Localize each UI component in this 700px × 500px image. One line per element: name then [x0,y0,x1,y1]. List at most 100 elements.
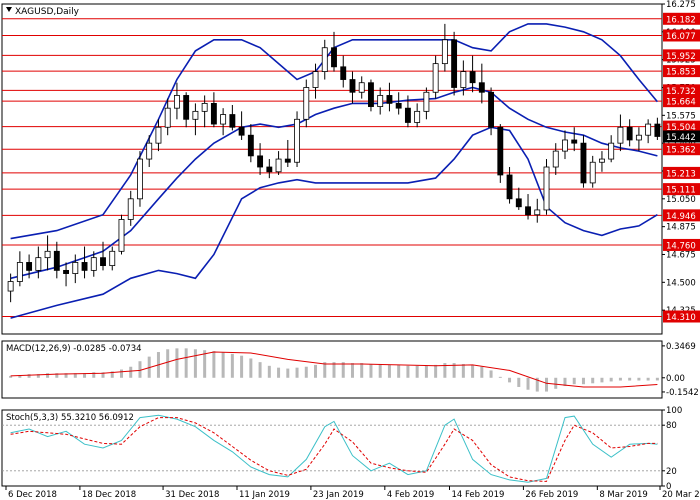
macd-histogram-bar [55,373,59,378]
macd-histogram-bar [591,377,595,384]
macd-histogram-bar [46,373,50,378]
x-tick-label: 23 Jan 2019 [313,490,364,500]
macd-histogram-bar [101,372,105,378]
macd-y-tick-label: 0.3469 [666,342,696,352]
macd-histogram-bar [443,363,447,378]
level-label-box [663,310,700,323]
macd-panel-frame [1,340,663,399]
macd-histogram-bar [563,377,567,387]
macd-y-tick-label: -0.1542 [666,388,699,398]
level-label-box [663,238,700,251]
x-tick-label: 31 Dec 2018 [165,490,219,500]
level-label: 15.664 [666,98,696,108]
level-label-box [663,95,700,108]
level-label-box [663,29,700,42]
macd-histogram-bar [240,355,244,378]
level-label: 14.310 [666,313,696,323]
macd-histogram-bar [286,368,290,378]
current-price-box [663,130,700,143]
macd-histogram-bar [166,349,170,378]
macd-histogram-bar [554,377,558,389]
candle-body [192,110,199,120]
level-label: 15.111 [666,186,696,196]
x-tick-label: 6 Dec 2018 [8,490,57,500]
stoch-main-line [10,414,658,483]
candle-body [358,82,365,93]
y-tick-label: 14.875 [666,223,696,233]
candle-body [72,262,79,274]
macd-histogram-bar [212,351,216,378]
candle-body [275,158,282,173]
macd-histogram-bar [110,371,114,378]
x-tick-label: 26 Feb 2019 [525,490,578,500]
candle-body [109,250,116,267]
x-tick-label: 20 Mar 2019 [662,490,700,500]
y-tick-label: 14.500 [666,278,696,288]
candle-body [469,71,476,84]
macd-histogram-bar [258,362,262,378]
macd-histogram-bar [18,375,22,378]
macd-histogram-bar [184,348,188,378]
stoch-panel-frame [1,409,663,487]
stoch-title: Stoch(5,3,3) 55.3210 56.0912 [6,413,134,423]
candle-body [303,87,310,120]
x-tick-label: 8 Mar 2019 [599,490,647,500]
candle-body [127,198,134,220]
candle-body [478,82,485,93]
macd-histogram-bar [526,377,530,390]
candle-body [137,158,143,200]
level-label-box [663,65,700,78]
candle-body [562,139,568,152]
x-tick-label: 14 Feb 2019 [451,490,504,500]
level-label-box [663,120,700,133]
candle-body [210,102,217,125]
x-tick-label: 18 Dec 2018 [82,490,136,500]
macd-histogram-bar [119,369,123,378]
level-label-box [663,183,700,196]
candle-body [654,123,661,137]
candle-body [488,91,495,128]
macd-title: MACD(12,26,9) -0.0285 -0.0734 [6,344,142,354]
macd-histogram-bar [341,362,345,378]
candle-body [645,123,652,136]
macd-histogram-bar [489,370,493,378]
level-label: 14.946 [666,212,696,222]
macd-histogram-bar [203,350,207,378]
candle-body [617,126,624,144]
candle-body [247,134,254,157]
level-label: 16.077 [666,32,696,42]
candle-body [432,63,439,93]
candle-body [63,269,69,274]
candle-body [44,250,51,259]
candle-body [580,142,587,184]
candle-body [525,206,531,216]
x-tick-label: 4 Feb 2019 [387,490,435,500]
candle-body [183,95,190,120]
candle-body [626,126,633,141]
macd-histogram-bar [461,363,465,378]
macd-histogram-bar [424,365,428,378]
candle-body [155,126,162,144]
candle-body [118,219,125,252]
stoch-signal-line [10,417,658,482]
macd-histogram-bar [230,353,234,378]
macd-histogram-bar [471,364,475,378]
macd-histogram-bar [369,363,373,378]
macd-histogram-bar [646,377,650,381]
macd-histogram-bar [267,365,271,378]
level-label-box [663,209,700,222]
macd-histogram-bar [249,358,253,378]
candle-body [395,102,402,109]
macd-histogram-bar [332,362,336,378]
candle-body [26,262,33,271]
macd-histogram-bar [350,363,354,378]
candle-body [414,110,421,123]
macd-histogram-bar [581,377,585,385]
y-tick-label: 16.275 [666,0,696,10]
candle-body [340,66,347,80]
candle-body [423,91,430,112]
candle-body [257,155,264,168]
candle-body [543,166,550,211]
